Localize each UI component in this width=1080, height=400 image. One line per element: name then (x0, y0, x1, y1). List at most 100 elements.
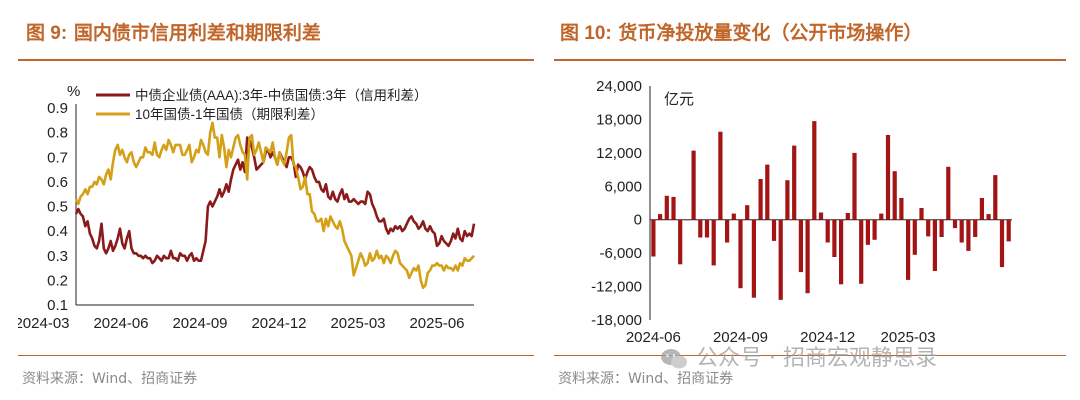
right-unit-label: 亿元 (664, 91, 694, 108)
credit-term-spread-chart: % 0.1 0.2 0.3 0.4 0.5 0.6 0.7 0.8 0.9 2024-03 2024-… (18, 83, 476, 332)
net-injection-bar (926, 219, 931, 237)
watermark: 公众号 · 招商宏观静思录 (660, 340, 937, 372)
right-source-note: 资料来源：Wind、招商证券 (558, 371, 734, 387)
left-axes: % 0.1 0.2 0.3 0.4 0.5 0.6 0.7 0.8 0.9 2024-03 2024-… (18, 83, 474, 332)
left-y-tick-label: 0.2 (47, 272, 68, 289)
net-injection-bar (718, 131, 723, 220)
net-injection-bar (906, 219, 911, 280)
net-injection-bar (986, 214, 991, 220)
left-y-tick-label: 0.3 (47, 248, 68, 265)
net-injection-bar (671, 196, 676, 220)
left-x-tick-label: 2025-03 (330, 315, 385, 332)
net-injection-bar (845, 213, 850, 220)
net-injection-bar (952, 219, 958, 229)
right-x-tick-label: 2024-12 (800, 329, 855, 346)
right-title-prefix: 图 10: (560, 23, 612, 44)
net-injection-bar (651, 219, 656, 257)
left-bottom-rule (18, 355, 534, 356)
left-x-tick-label: 2024-09 (172, 315, 227, 332)
net-injection-bar (664, 195, 669, 220)
left-y-tick-label: 0.8 (47, 125, 68, 142)
left-y-tick-label: 0.9 (47, 100, 68, 117)
net-injection-bar (805, 219, 810, 294)
net-injection-bar (973, 219, 978, 237)
right-bars (651, 121, 1011, 300)
net-injection-bar (872, 219, 877, 240)
right-x-tick-label: 2024-06 (626, 329, 681, 346)
net-injection-bar (939, 219, 944, 237)
right-panel-title: 图 10: 货币净投放量变化（公开市场操作） (560, 18, 922, 45)
net-injection-bar (778, 219, 783, 300)
net-injection-bar (745, 205, 750, 220)
left-x-tick-label: 2024-03 (18, 315, 70, 332)
net-injection-bar (798, 219, 803, 273)
right-y-tick-label: -6,000 (599, 245, 642, 262)
left-title-rule (18, 59, 534, 61)
left-x-tick-label: 2025-06 (409, 315, 464, 332)
net-injection-bar (879, 213, 884, 220)
net-injection-bar (852, 152, 857, 220)
net-injection-bar (678, 219, 683, 265)
left-y-tick-label: 0.1 (47, 297, 68, 314)
net-injection-bar (658, 214, 663, 220)
left-y-tick-label: 0.6 (47, 174, 68, 191)
net-injection-bar (859, 219, 864, 284)
left-title-text: 国内债市信用利差和期限利差 (73, 22, 321, 44)
right-title-text: 货币净投放量变化（公开市场操作） (618, 22, 923, 44)
term-spread-line (74, 121, 475, 290)
net-injection-bar (993, 175, 998, 220)
net-injection-bar (704, 219, 710, 238)
net-injection-bar (765, 164, 770, 220)
net-injection-bar (865, 219, 870, 245)
legend-label-credit: 中债企业债(AAA):3年-中债国债:3年（信用利差） (135, 87, 428, 103)
net-injection-bar (711, 219, 716, 266)
right-y-tick-label: 18,000 (596, 111, 642, 128)
net-injection-bar (946, 166, 951, 220)
left-x-tick-label: 2024-12 (251, 315, 306, 332)
right-y-tick-label: -18,000 (591, 312, 642, 329)
net-injection-bar (966, 219, 971, 251)
right-bottom-rule (554, 355, 1066, 356)
net-injection-bar (738, 219, 743, 289)
right-axes: 24,000 18,000 12,000 6,000 0 -6,000 -12,000 -18… (591, 78, 1012, 346)
net-injection-bar (691, 150, 696, 220)
legend-label-term: 10年国债-1年国债（期限利差） (135, 107, 324, 122)
right-y-tick-label: 0 (634, 212, 642, 229)
net-injection-bar (751, 219, 756, 298)
net-injection-bar (731, 213, 736, 220)
net-injection-bar (959, 219, 964, 243)
right-y-tick-label: 12,000 (596, 145, 642, 162)
net-injection-bar (785, 180, 790, 220)
left-legend: 中债企业债(AAA):3年-中债国债:3年（信用利差） 10年国债-1年国债（期限… (96, 87, 428, 122)
left-y-tick-label: 0.7 (47, 149, 68, 166)
net-injection-bar (932, 219, 937, 271)
net-injection-bar (899, 198, 904, 220)
net-injection-bar (684, 219, 689, 221)
net-injection-bar (1006, 219, 1011, 242)
left-y-tick-label: 0.4 (47, 223, 68, 240)
net-injection-bar (725, 219, 730, 243)
right-x-tick-label: 2024-09 (713, 329, 768, 346)
right-y-tick-label: 24,000 (596, 78, 642, 95)
net-money-injection-chart: 24,000 18,000 12,000 6,000 0 -6,000 -12,000 -18… (591, 78, 1012, 346)
right-y-tick-label: 6,000 (604, 178, 642, 195)
net-injection-bar (839, 219, 844, 285)
net-injection-bar (758, 179, 763, 220)
left-title-prefix: 图 9: (26, 23, 68, 44)
net-injection-bar (832, 219, 837, 257)
wechat-icon (661, 349, 687, 369)
left-source-note: 资料来源：Wind、招商证券 (22, 371, 198, 387)
net-injection-bar (885, 135, 891, 220)
right-title-rule (554, 59, 1066, 61)
net-injection-bar (892, 171, 897, 220)
right-x-tick-label: 2025-03 (881, 329, 936, 346)
net-injection-bar (771, 219, 777, 241)
net-injection-bar (979, 198, 984, 220)
net-injection-bar (912, 219, 917, 255)
left-y-tick-label: 0.5 (47, 199, 68, 216)
net-injection-bar (818, 212, 824, 220)
net-injection-bar (919, 208, 924, 220)
right-y-tick-label: -12,000 (591, 279, 642, 296)
left-series-lines (74, 121, 476, 290)
net-injection-bar (792, 145, 797, 220)
